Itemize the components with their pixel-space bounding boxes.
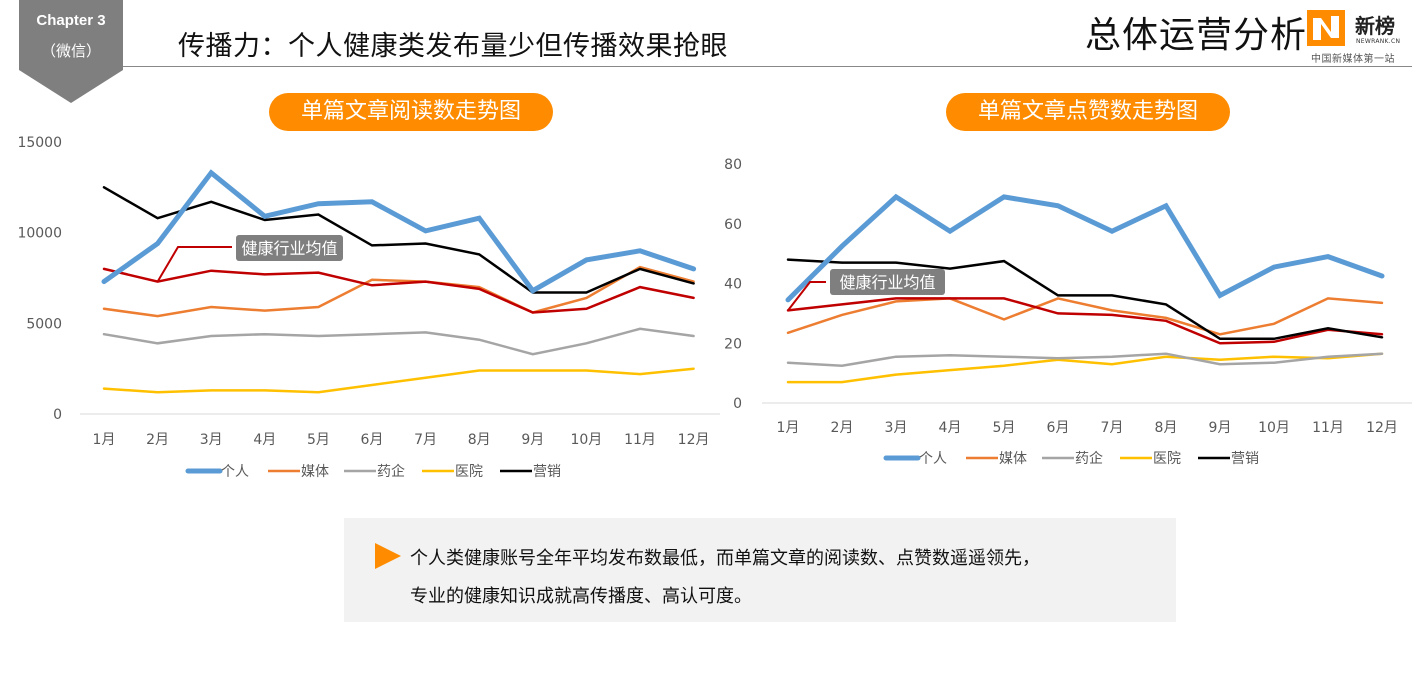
y-tick-label: 40 (724, 277, 742, 293)
legend-label-media: 媒体 (999, 451, 1027, 467)
y-tick-label: 80 (724, 157, 742, 173)
y-tick-label: 60 (724, 217, 742, 233)
x-tick-label: 5月 (993, 420, 1016, 436)
chart-title-reads: 单篇文章阅读数走势图 (269, 93, 553, 131)
callout-line-1: 个人类健康账号全年平均发布数最低，而单篇文章的阅读数、点赞数遥遥领先， (410, 548, 1040, 569)
x-tick-label: 5月 (307, 432, 330, 448)
series-line-media (102, 265, 695, 318)
x-tick-label: 7月 (1101, 420, 1124, 436)
x-tick-label: 4月 (939, 420, 962, 436)
x-tick-label: 12月 (1366, 420, 1398, 436)
x-tick-label: 6月 (361, 432, 384, 448)
x-tick-label: 1月 (93, 432, 116, 448)
x-tick-label: 10月 (1258, 420, 1290, 436)
x-tick-label: 11月 (624, 432, 656, 448)
series-line-pharma (786, 352, 1384, 367)
legend-label-pharma: 药企 (1075, 450, 1103, 467)
y-tick-label: 15000 (17, 135, 62, 151)
legend-label-pharma: 药企 (377, 463, 405, 480)
legend-label-individual: 个人 (919, 451, 947, 467)
series-line-individual (785, 193, 1385, 303)
x-tick-label: 12月 (678, 432, 710, 448)
series-line-hospital (786, 352, 1384, 384)
x-tick-label: 9月 (521, 432, 544, 448)
chapter-subtitle: （微信） (40, 42, 101, 60)
legend-label-media: 媒体 (301, 464, 329, 480)
header-divider (123, 66, 1412, 67)
x-tick-label: 8月 (468, 432, 491, 448)
annotation-box (830, 269, 945, 295)
page-title: 传播力：个人健康类发布量少但传播效果抢眼 (178, 31, 728, 62)
chapter-badge: Chapter 3 （微信） (19, 0, 123, 103)
chart-reads: 0 5000 10000 15000 1月 2月 3月 4月 5月 6月 7月 8月 9月 10月 11月 1… (17, 135, 720, 480)
series-line-pharma (102, 327, 695, 356)
x-tick-label: 6月 (1047, 420, 1070, 436)
series-line-industry-average (786, 297, 1384, 345)
legend-label-marketing: 营销 (533, 464, 561, 480)
legend-label-hospital: 医院 (455, 464, 483, 480)
logo-url: NEWRANK.CN (1356, 38, 1401, 45)
series-line-marketing (786, 258, 1384, 341)
series-line-media (786, 297, 1384, 336)
charts-canvas: 0 5000 10000 15000 1月 2月 3月 4月 5月 6月 7月 8月 9月 10月 11月 1… (17, 135, 1412, 480)
annotation-box (236, 235, 343, 261)
y-tick-label: 5000 (26, 316, 62, 332)
series-line-industry-average (102, 267, 695, 314)
callout-text: 个人类健康账号全年平均发布数最低，而单篇文章的阅读数、点赞数遥遥领先， 专业的健… (410, 540, 1170, 616)
legend-label-marketing: 营销 (1231, 451, 1259, 467)
logo-slogan: 中国新媒体第一站 (1311, 54, 1395, 65)
annotation-label: 健康行业均值 (241, 239, 337, 258)
x-tick-label: 1月 (777, 420, 800, 436)
x-tick-label: 9月 (1209, 420, 1232, 436)
y-tick-label: 0 (53, 407, 62, 423)
x-tick-label: 2月 (146, 432, 169, 448)
series-line-marketing (102, 186, 695, 294)
y-tick-label: 0 (733, 396, 742, 412)
y-tick-label: 10000 (17, 226, 62, 242)
annotation-leader-line (787, 281, 826, 312)
chart-likes: 0 20 40 60 80 1月 2月 3月 4月 5月 6月 7月 8月 9月 10月 11月 12月 健康行业… (724, 157, 1412, 467)
series-line-hospital (102, 367, 695, 394)
y-tick-label: 20 (724, 336, 742, 352)
section-title: 总体运营分析 (1085, 15, 1308, 56)
x-tick-label: 3月 (200, 432, 223, 448)
orange-triangle-bullet-icon (375, 543, 401, 569)
x-tick-label: 8月 (1155, 420, 1178, 436)
chapter-title: Chapter 3 (36, 12, 106, 29)
chart-title-likes: 单篇文章点赞数走势图 (946, 93, 1230, 131)
legend-label-hospital: 医院 (1153, 451, 1181, 467)
logo-name: 新榜 (1355, 14, 1395, 38)
x-tick-label: 10月 (570, 432, 602, 448)
x-tick-label: 2月 (831, 420, 854, 436)
chapter-badge-shape (19, 0, 123, 103)
summary-callout: 个人类健康账号全年平均发布数最低，而单篇文章的阅读数、点赞数遥遥领先， 专业的健… (344, 518, 1176, 622)
callout-line-2: 专业的健康知识成就高传播度、高认可度。 (410, 586, 752, 607)
legend-label-individual: 个人 (221, 464, 249, 480)
x-tick-label: 11月 (1312, 420, 1344, 436)
annotation-leader-line (156, 246, 232, 283)
newrank-n-logo-icon (1307, 10, 1345, 46)
x-tick-label: 4月 (253, 432, 276, 448)
annotation-label: 健康行业均值 (839, 273, 935, 292)
x-tick-label: 7月 (414, 432, 437, 448)
series-line-individual (101, 169, 697, 294)
x-tick-label: 3月 (885, 420, 908, 436)
